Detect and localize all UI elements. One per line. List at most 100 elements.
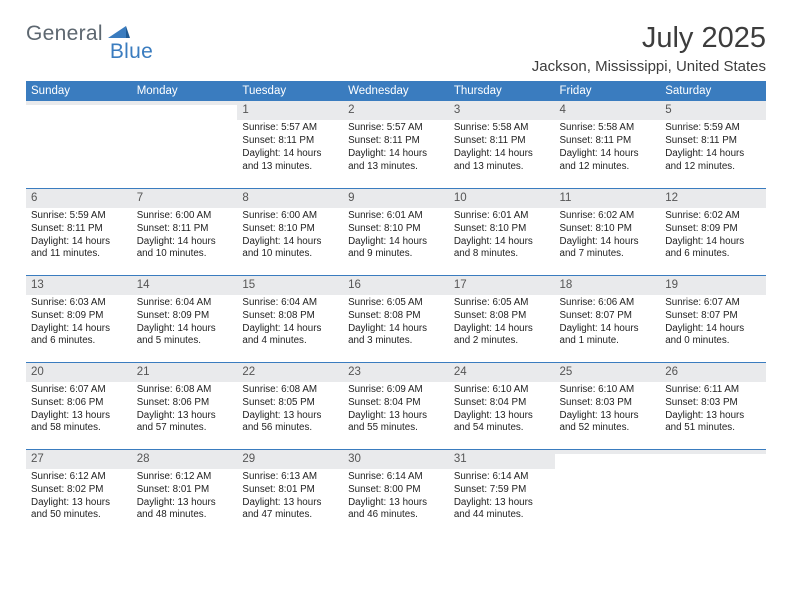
day-data: Sunrise: 6:13 AMSunset: 8:01 PMDaylight:… (237, 470, 343, 523)
day-data: Sunrise: 6:03 AMSunset: 8:09 PMDaylight:… (26, 296, 132, 349)
daylight-text: Daylight: 14 hours and 10 minutes. (242, 236, 338, 262)
day-number: 5 (665, 104, 671, 116)
sunset-text: Sunset: 8:09 PM (137, 310, 233, 323)
day-number: 17 (454, 279, 467, 291)
sunrise-text: Sunrise: 6:02 AM (560, 210, 656, 223)
day-data: Sunrise: 6:04 AMSunset: 8:08 PMDaylight:… (237, 296, 343, 349)
daylight-text: Daylight: 13 hours and 46 minutes. (348, 497, 444, 523)
calendar-day-cell: 18 Sunrise: 6:06 AMSunset: 8:07 PMDayligh… (555, 275, 661, 362)
day-data: Sunrise: 6:11 AMSunset: 8:03 PMDaylight:… (660, 383, 766, 436)
weekday-header: Saturday (660, 81, 766, 101)
sunset-text: Sunset: 8:07 PM (560, 310, 656, 323)
day-data: Sunrise: 6:10 AMSunset: 8:03 PMDaylight:… (555, 383, 661, 436)
sunrise-text: Sunrise: 6:04 AM (242, 297, 338, 310)
daylight-text: Daylight: 13 hours and 51 minutes. (665, 410, 761, 436)
day-number-row: 25 (555, 363, 661, 382)
day-number: 22 (242, 366, 255, 378)
day-data: Sunrise: 6:06 AMSunset: 8:07 PMDaylight:… (555, 296, 661, 349)
day-number: 12 (665, 192, 678, 204)
calendar-day-cell: 1Sunrise: 5:57 AMSunset: 8:11 PMDaylight… (237, 101, 343, 188)
day-number-row: 7 (132, 189, 238, 208)
day-data: Sunrise: 6:02 AMSunset: 8:10 PMDaylight:… (555, 209, 661, 262)
sunset-text: Sunset: 8:10 PM (454, 223, 550, 236)
day-number-row: 28 (132, 450, 238, 469)
day-data: Sunrise: 6:07 AMSunset: 8:06 PMDaylight:… (26, 383, 132, 436)
day-data: Sunrise: 6:09 AMSunset: 8:04 PMDaylight:… (343, 383, 449, 436)
calendar-day-cell: 11 Sunrise: 6:02 AMSunset: 8:10 PMDayligh… (555, 188, 661, 275)
day-number: 9 (348, 192, 354, 204)
daylight-text: Daylight: 13 hours and 57 minutes. (137, 410, 233, 436)
day-number-row: 13 (26, 276, 132, 295)
day-number: 21 (137, 366, 150, 378)
weekday-header-row: Sunday Monday Tuesday Wednesday Thursday… (26, 81, 766, 101)
calendar-day-cell: 8Sunrise: 6:00 AMSunset: 8:10 PMDaylight… (237, 188, 343, 275)
weekday-header: Monday (132, 81, 238, 101)
sunset-text: Sunset: 8:08 PM (242, 310, 338, 323)
calendar-day-cell: 12Sunrise: 6:02 AMSunset: 8:09 PMDayligh… (660, 188, 766, 275)
sunrise-text: Sunrise: 5:58 AM (454, 122, 550, 135)
calendar-day-cell: 10Sunrise: 6:01 AMSunset: 8:10 PMDayligh… (449, 188, 555, 275)
day-number-row: 12 (660, 189, 766, 208)
page: General Blue July 2025 Jackson, Mississi… (0, 0, 792, 548)
weekday-header: Sunday (26, 81, 132, 101)
daylight-text: Daylight: 13 hours and 58 minutes. (31, 410, 127, 436)
brand-logo: General Blue (26, 22, 153, 46)
day-number-row: 21 (132, 363, 238, 382)
day-number-row: 27 (26, 450, 132, 469)
calendar-week-row: 1Sunrise: 5:57 AMSunset: 8:11 PMDaylight… (26, 101, 766, 188)
daylight-text: Daylight: 14 hours and 13 minutes. (348, 148, 444, 174)
daylight-text: Daylight: 14 hours and 0 minutes. (665, 323, 761, 349)
daylight-text: Daylight: 14 hours and 12 minutes. (665, 148, 761, 174)
sunrise-text: Sunrise: 6:08 AM (137, 384, 233, 397)
weekday-header: Tuesday (237, 81, 343, 101)
day-number: 11 (560, 192, 572, 204)
sunrise-text: Sunrise: 6:09 AM (348, 384, 444, 397)
day-data: Sunrise: 6:14 AMSunset: 7:59 PMDaylight:… (449, 470, 555, 523)
day-data: Sunrise: 5:58 AMSunset: 8:11 PMDaylight:… (555, 121, 661, 174)
calendar-day-cell: 9Sunrise: 6:01 AMSunset: 8:10 PMDaylight… (343, 188, 449, 275)
day-data: Sunrise: 6:00 AMSunset: 8:10 PMDaylight:… (237, 209, 343, 262)
calendar-day-cell: 5Sunrise: 5:59 AMSunset: 8:11 PMDaylight… (660, 101, 766, 188)
daylight-text: Daylight: 14 hours and 6 minutes. (31, 323, 127, 349)
day-number-row: 8 (237, 189, 343, 208)
calendar-week-row: 13Sunrise: 6:03 AMSunset: 8:09 PMDayligh… (26, 275, 766, 362)
sunrise-text: Sunrise: 6:07 AM (665, 297, 761, 310)
day-data: Sunrise: 6:00 AMSunset: 8:11 PMDaylight:… (132, 209, 238, 262)
day-number: 27 (31, 453, 44, 465)
day-number: 25 (560, 366, 573, 378)
calendar-day-cell: 24Sunrise: 6:10 AMSunset: 8:04 PMDayligh… (449, 362, 555, 449)
sunset-text: Sunset: 8:00 PM (348, 484, 444, 497)
day-number: 14 (137, 279, 150, 291)
sunset-text: Sunset: 8:06 PM (137, 397, 233, 410)
day-number-row: 17 (449, 276, 555, 295)
daylight-text: Daylight: 14 hours and 12 minutes. (560, 148, 656, 174)
calendar-week-row: 27Sunrise: 6:12 AMSunset: 8:02 PMDayligh… (26, 449, 766, 536)
day-number: 28 (137, 453, 150, 465)
calendar-day-cell: 19Sunrise: 6:07 AMSunset: 8:07 PMDayligh… (660, 275, 766, 362)
sunrise-text: Sunrise: 6:11 AM (665, 384, 761, 397)
sunrise-text: Sunrise: 6:00 AM (242, 210, 338, 223)
day-number-row (26, 101, 132, 105)
calendar-day-cell: 20Sunrise: 6:07 AMSunset: 8:06 PMDayligh… (26, 362, 132, 449)
daylight-text: Daylight: 14 hours and 7 minutes. (560, 236, 656, 262)
calendar-day-cell: 6Sunrise: 5:59 AMSunset: 8:11 PMDaylight… (26, 188, 132, 275)
day-number: 29 (242, 453, 255, 465)
day-number-row: 26 (660, 363, 766, 382)
sunset-text: Sunset: 8:11 PM (348, 135, 444, 148)
sunset-text: Sunset: 8:11 PM (137, 223, 233, 236)
day-number: 6 (31, 192, 37, 204)
day-data: Sunrise: 6:08 AMSunset: 8:06 PMDaylight:… (132, 383, 238, 436)
day-number: 26 (665, 366, 678, 378)
sunrise-text: Sunrise: 6:03 AM (31, 297, 127, 310)
day-number-row: 24 (449, 363, 555, 382)
day-data: Sunrise: 6:12 AMSunset: 8:01 PMDaylight:… (132, 470, 238, 523)
day-number-row (555, 450, 661, 454)
day-number-row: 20 (26, 363, 132, 382)
sunset-text: Sunset: 8:07 PM (665, 310, 761, 323)
title-block: July 2025 Jackson, Mississippi, United S… (532, 22, 766, 75)
day-number: 18 (560, 279, 573, 291)
day-number-row: 23 (343, 363, 449, 382)
daylight-text: Daylight: 14 hours and 1 minute. (560, 323, 656, 349)
day-number-row: 11 (555, 189, 661, 208)
day-number: 23 (348, 366, 361, 378)
